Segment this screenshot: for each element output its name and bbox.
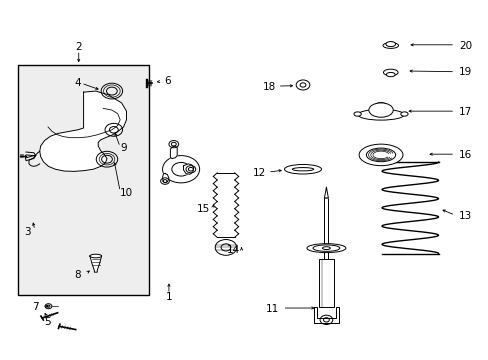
Text: 11: 11	[265, 304, 278, 314]
Circle shape	[171, 162, 190, 176]
Text: 14: 14	[226, 245, 239, 255]
Ellipse shape	[366, 148, 395, 162]
Ellipse shape	[368, 103, 392, 117]
Ellipse shape	[353, 112, 361, 116]
Text: 2: 2	[75, 42, 82, 52]
Ellipse shape	[382, 42, 398, 48]
Text: 8: 8	[74, 270, 81, 280]
Text: 4: 4	[74, 78, 81, 88]
Ellipse shape	[90, 254, 102, 258]
Ellipse shape	[400, 112, 407, 116]
Polygon shape	[164, 158, 184, 176]
Text: 20: 20	[458, 41, 471, 50]
Ellipse shape	[306, 244, 345, 253]
Text: 15: 15	[197, 204, 210, 214]
Text: 10: 10	[120, 188, 133, 198]
Text: 5: 5	[43, 317, 50, 327]
Polygon shape	[324, 187, 328, 198]
Polygon shape	[90, 256, 102, 272]
Polygon shape	[314, 307, 338, 323]
Polygon shape	[170, 146, 177, 158]
Ellipse shape	[357, 109, 404, 120]
Text: 7: 7	[32, 302, 39, 312]
Ellipse shape	[386, 72, 394, 77]
Text: 12: 12	[253, 168, 266, 178]
Ellipse shape	[284, 165, 321, 174]
Text: 13: 13	[458, 211, 471, 221]
Text: 19: 19	[458, 67, 471, 77]
Ellipse shape	[292, 168, 313, 171]
Polygon shape	[40, 91, 126, 171]
Bar	[319, 259, 333, 307]
Ellipse shape	[312, 245, 339, 251]
Text: 18: 18	[263, 82, 276, 92]
Ellipse shape	[358, 144, 402, 166]
Polygon shape	[183, 164, 193, 174]
Bar	[324, 198, 328, 259]
Text: 1: 1	[165, 292, 172, 302]
Polygon shape	[162, 174, 168, 183]
Ellipse shape	[322, 247, 330, 249]
Ellipse shape	[385, 41, 395, 46]
Bar	[18, 65, 149, 295]
Text: 16: 16	[458, 150, 471, 160]
Text: 9: 9	[120, 143, 126, 153]
Text: 3: 3	[24, 227, 31, 237]
Text: 17: 17	[458, 107, 471, 117]
Circle shape	[162, 156, 199, 183]
Text: 6: 6	[163, 76, 170, 86]
Ellipse shape	[383, 69, 397, 76]
